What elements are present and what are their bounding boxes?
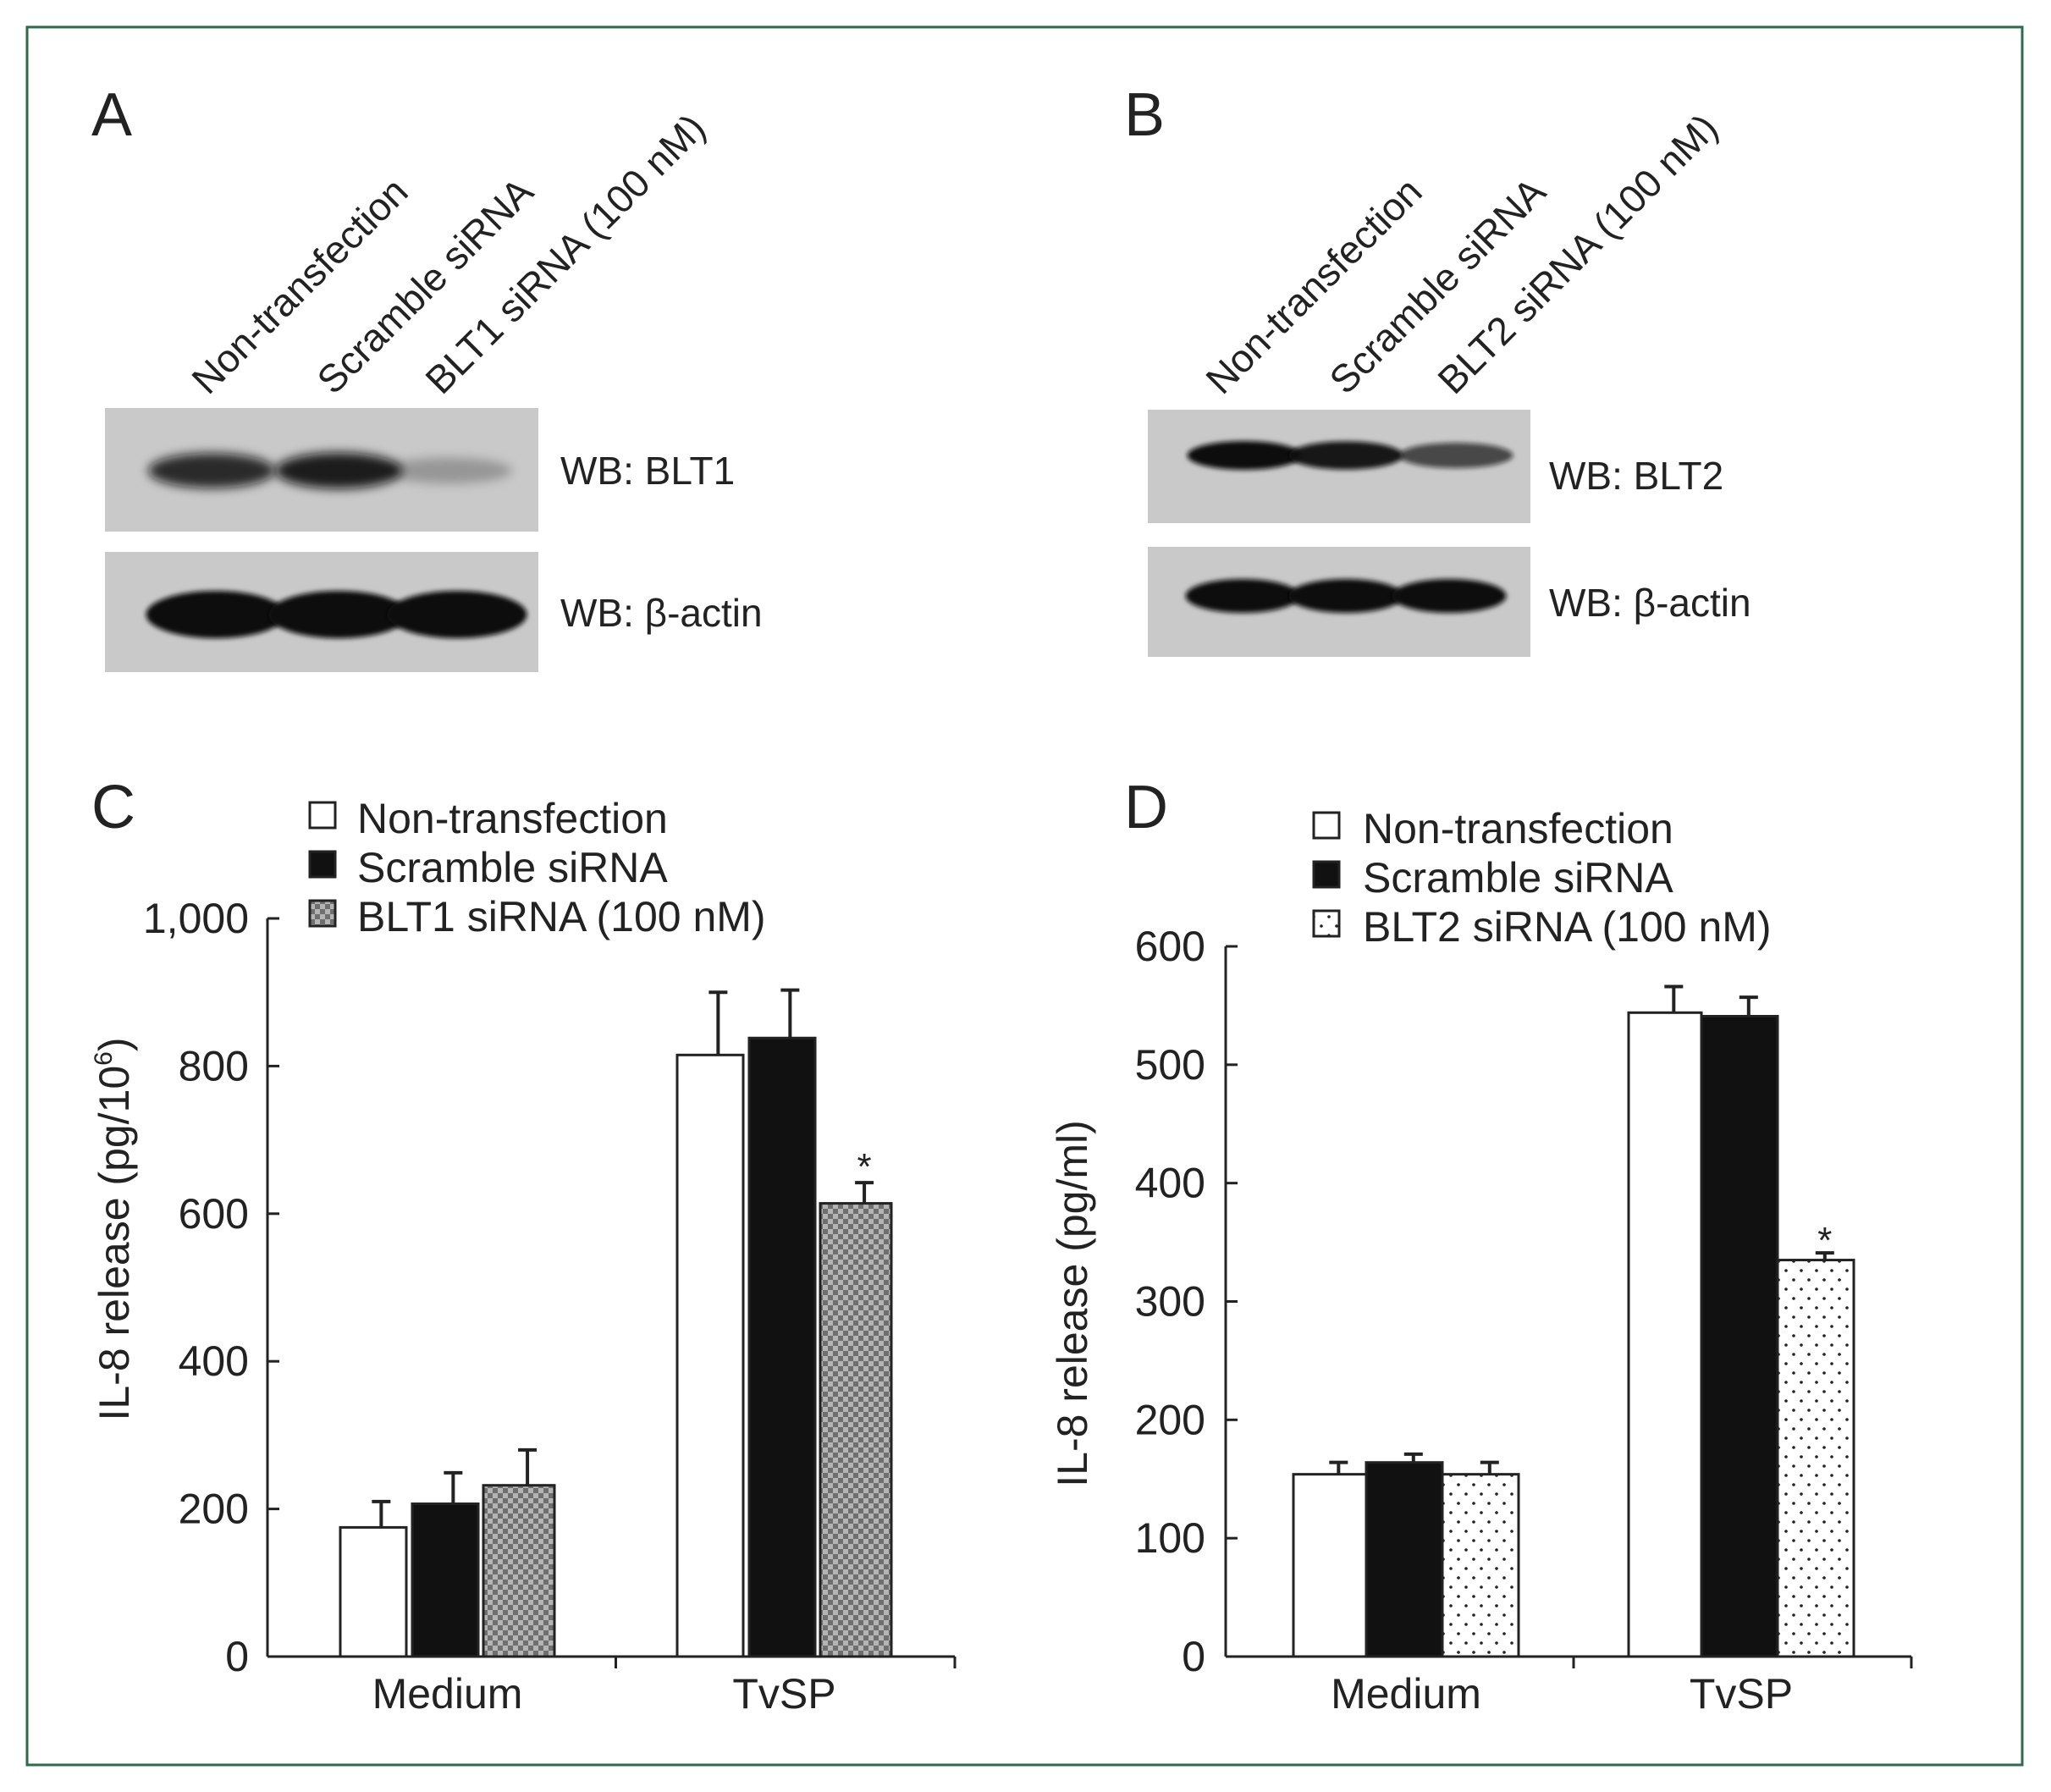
bar xyxy=(482,1484,556,1658)
panel-b-blot: Non-transfection Scramble siRNA BLT2 siR… xyxy=(1148,105,1751,657)
y-tick-label: 300 xyxy=(1135,1278,1205,1326)
blot-band xyxy=(268,591,409,638)
blot-label-a-blt1: WB: BLT1 xyxy=(560,449,735,493)
legend-swatch-d-3 xyxy=(1312,909,1341,938)
significance-star: * xyxy=(857,1146,872,1188)
panel-letter-d: D xyxy=(1124,774,1168,841)
legend-swatch-d-1 xyxy=(1312,811,1341,840)
legend-c: Non-transfection Scramble siRNA BLT1 siR… xyxy=(308,795,766,940)
bar xyxy=(1700,1015,1779,1658)
bar xyxy=(1441,1473,1520,1658)
legend-label-c-1: Non-transfection xyxy=(357,795,668,842)
y-tick-label: 0 xyxy=(225,1633,249,1680)
y-axis-title-c-end: ) xyxy=(91,1037,138,1051)
bar xyxy=(1776,1259,1855,1658)
bar xyxy=(411,1502,480,1658)
y-tick-label: 200 xyxy=(1135,1396,1205,1443)
legend-swatch-c-1 xyxy=(308,801,337,830)
y-axis-title-c-main: IL-8 release (pg/10 xyxy=(91,1066,138,1421)
bar xyxy=(1292,1473,1368,1658)
legend-label-d-2: Scramble siRNA xyxy=(1363,854,1673,902)
figure-frame xyxy=(25,25,2024,1767)
y-axis-title-d-main: IL-8 release (pg/ml) xyxy=(1049,1120,1096,1487)
legend-d: Non-transfection Scramble siRNA BLT2 siR… xyxy=(1312,805,1772,951)
blot-label-b-actin: WB: β-actin xyxy=(1549,581,1751,625)
y-tick-label: 0 xyxy=(1182,1633,1205,1680)
legend-label-d-3: BLT2 siRNA (100 nM) xyxy=(1363,903,1772,951)
blot-band xyxy=(275,452,402,489)
y-tick-label: 600 xyxy=(1135,923,1205,970)
significance-star: * xyxy=(1817,1220,1832,1261)
lane-label-a-1: Non-transfection xyxy=(183,169,416,402)
blot-band xyxy=(148,453,275,488)
y-axis-title-c-sup: 6 xyxy=(90,1051,118,1066)
y-tick-label: 600 xyxy=(179,1190,249,1238)
y-tick-label: 400 xyxy=(179,1337,249,1385)
x-tick-label: Medium xyxy=(1331,1670,1481,1718)
legend-label-c-2: Scramble siRNA xyxy=(357,844,668,891)
legend-swatch-d-2 xyxy=(1312,860,1341,889)
blot-band xyxy=(1398,443,1513,468)
legend-swatch-c-2 xyxy=(308,850,337,879)
bar xyxy=(1627,1011,1703,1658)
bar xyxy=(819,1202,893,1658)
y-tick-label: 200 xyxy=(179,1486,249,1533)
blot-band xyxy=(1187,441,1302,470)
bar xyxy=(1365,1461,1444,1658)
panel-letter-a: A xyxy=(91,81,132,149)
lane-label-b-1: Non-transfection xyxy=(1197,169,1430,402)
y-tick-label: 1,000 xyxy=(143,895,249,942)
bar xyxy=(747,1036,817,1658)
y-tick-label: 400 xyxy=(1135,1160,1205,1207)
x-tick-label: TvSP xyxy=(732,1670,835,1718)
bar xyxy=(675,1053,745,1658)
blot-band xyxy=(1288,441,1403,470)
blot-band xyxy=(1288,579,1403,613)
y-tick-label: 500 xyxy=(1135,1041,1205,1089)
blot-band xyxy=(1392,579,1507,613)
bar xyxy=(339,1525,408,1658)
x-tick-label: Medium xyxy=(372,1670,523,1718)
panel-letter-b: B xyxy=(1124,81,1165,149)
chart-c: Non-transfection Scramble siRNA BLT1 siR… xyxy=(90,795,957,1718)
blot-band xyxy=(387,591,527,638)
blot-label-b-blt2: WB: BLT2 xyxy=(1549,454,1723,498)
blot-label-a-actin: WB: β-actin xyxy=(560,591,763,635)
y-axis-title-d: IL-8 release (pg/ml) xyxy=(1049,1120,1096,1487)
legend-label-c-3: BLT1 siRNA (100 nM) xyxy=(357,893,766,940)
blot-band xyxy=(146,591,286,638)
legend-label-d-1: Non-transfection xyxy=(1363,805,1673,852)
y-tick-label: 100 xyxy=(1135,1514,1205,1562)
panel-a-blot: Non-transfection Scramble siRNA BLT1 siR… xyxy=(105,105,763,672)
blot-band xyxy=(1185,579,1300,613)
blot-band xyxy=(385,457,512,484)
panel-letter-c: C xyxy=(91,774,135,841)
chart-d: Non-transfection Scramble siRNA BLT2 siR… xyxy=(1049,805,1913,1718)
y-tick-label: 800 xyxy=(179,1042,249,1089)
y-axis-title-c: IL-8 release (pg/106) xyxy=(90,1037,138,1420)
x-tick-label: TvSP xyxy=(1690,1670,1793,1718)
legend-swatch-c-3 xyxy=(308,899,337,928)
